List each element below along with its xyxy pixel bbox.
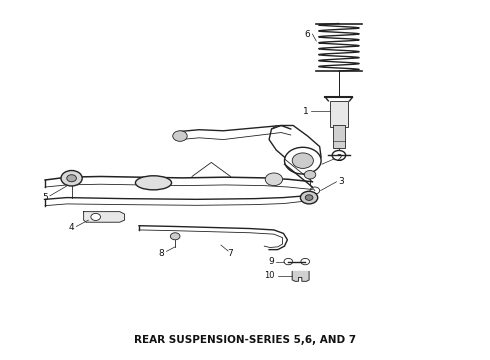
Text: 9: 9: [269, 257, 274, 266]
Text: 1: 1: [303, 107, 309, 116]
Circle shape: [305, 195, 313, 201]
Text: 3: 3: [339, 177, 344, 186]
Circle shape: [61, 171, 82, 186]
Text: 7: 7: [228, 249, 233, 258]
Circle shape: [67, 175, 76, 182]
Text: 8: 8: [159, 249, 165, 258]
Circle shape: [173, 131, 187, 141]
Polygon shape: [84, 212, 124, 222]
Polygon shape: [333, 126, 345, 148]
Ellipse shape: [135, 176, 172, 190]
Circle shape: [292, 153, 314, 168]
Text: 4: 4: [69, 222, 74, 231]
Text: 5: 5: [42, 193, 48, 202]
Text: 10: 10: [264, 271, 274, 280]
Polygon shape: [292, 271, 309, 281]
Text: REAR SUSPENSION-SERIES 5,6, AND 7: REAR SUSPENSION-SERIES 5,6, AND 7: [134, 335, 356, 345]
Text: 6: 6: [305, 30, 311, 39]
Text: 2: 2: [336, 154, 342, 163]
Circle shape: [171, 233, 180, 240]
Circle shape: [304, 171, 316, 179]
Circle shape: [265, 173, 283, 186]
Circle shape: [91, 213, 100, 220]
Polygon shape: [330, 101, 347, 127]
Circle shape: [300, 191, 318, 204]
